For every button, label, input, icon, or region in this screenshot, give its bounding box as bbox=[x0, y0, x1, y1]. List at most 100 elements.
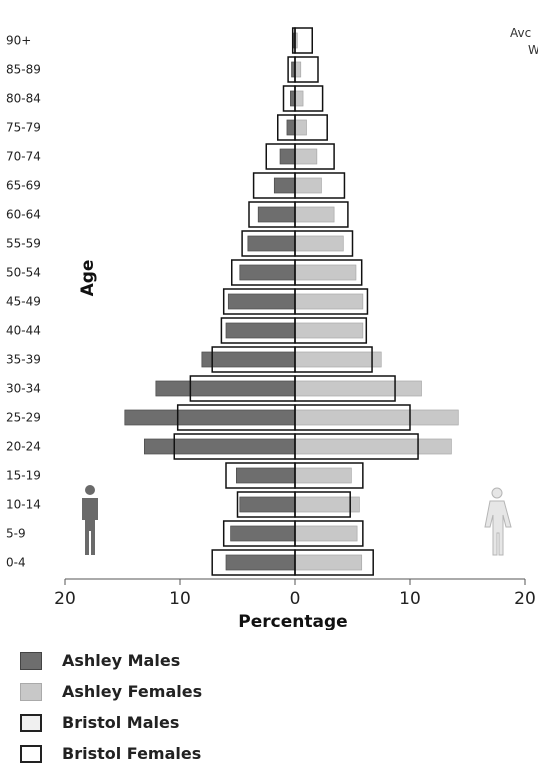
y-tick-label: 80-84 bbox=[6, 92, 41, 106]
legend-swatch-bristol-males bbox=[20, 713, 42, 732]
bar-bristol-females-10-14 bbox=[294, 491, 351, 518]
y-tick-label: 70-74 bbox=[6, 150, 41, 164]
bar-ashley-males-10-14 bbox=[239, 496, 296, 513]
legend-swatch-bristol-females bbox=[20, 744, 42, 763]
y-tick-label: 90+ bbox=[6, 34, 31, 48]
y-tick-label: 85-89 bbox=[6, 63, 41, 77]
bar-bristol-females-45-49 bbox=[294, 288, 369, 315]
bar-ashley-females-70-74 bbox=[294, 148, 318, 165]
bar-bristol-females-60-64 bbox=[294, 201, 349, 228]
bar-ashley-females-0-4 bbox=[294, 554, 363, 571]
legend-label: Ashley Females bbox=[62, 682, 203, 701]
x-tick-label: 20 bbox=[54, 589, 76, 609]
bar-bristol-females-25-29 bbox=[294, 404, 411, 431]
x-tick-label: 0 bbox=[290, 589, 301, 609]
bar-ashley-females-65-69 bbox=[294, 177, 322, 194]
bar-ashley-males-0-4 bbox=[225, 554, 296, 571]
y-tick-label: 50-54 bbox=[6, 266, 41, 280]
bar-bristol-females-50-54 bbox=[294, 259, 363, 286]
bar-bristol-females-75-79 bbox=[294, 114, 328, 141]
bar-bristol-females-20-24 bbox=[294, 433, 419, 460]
bar-bristol-females-65-69 bbox=[294, 172, 346, 199]
bar-ashley-females-40-44 bbox=[294, 322, 364, 339]
y-tick-label: 55-59 bbox=[6, 237, 41, 251]
x-tick-labels: 20 10 0 10 20 bbox=[54, 589, 536, 609]
bar-bristol-females-30-34 bbox=[294, 375, 396, 402]
bar-bristol-females-80-84 bbox=[294, 85, 324, 112]
bar-ashley-males-30-34 bbox=[155, 380, 296, 397]
bar-ashley-females-35-39 bbox=[294, 351, 382, 368]
population-pyramid-chart: 0-4 5-9 10-14 15-19 20-24 25-29 30-34 35-39 40-4… bbox=[6, 26, 538, 630]
bar-ashley-females-80-84 bbox=[294, 90, 304, 107]
legend-item-bristol-males: Bristol Males bbox=[20, 707, 320, 738]
bar-ashley-females-50-54 bbox=[294, 264, 357, 281]
bar-ashley-males-20-24 bbox=[144, 438, 296, 455]
annotation-fragment-1: Avc bbox=[510, 26, 531, 40]
y-tick-label: 15-19 bbox=[6, 469, 41, 483]
x-tick-label: 10 bbox=[399, 589, 421, 609]
legend: Ashley Males Ashley Females Bristol Male… bbox=[20, 645, 320, 769]
bar-ashley-males-70-74 bbox=[279, 148, 296, 165]
bar-ashley-males-40-44 bbox=[225, 322, 296, 339]
bar-bristol-females-70-74 bbox=[294, 143, 335, 170]
bar-bristol-females-35-39 bbox=[294, 346, 373, 373]
legend-swatch-ashley-females bbox=[20, 682, 42, 701]
bar-ashley-females-5-9 bbox=[294, 525, 358, 542]
bar-ashley-males-50-54 bbox=[239, 264, 296, 281]
bar-ashley-males-15-19 bbox=[236, 467, 296, 484]
icons-layer bbox=[82, 485, 512, 556]
legend-item-ashley-females: Ashley Females bbox=[20, 676, 320, 707]
bar-bristol-females-15-19 bbox=[294, 462, 364, 489]
legend-swatch-ashley-males bbox=[20, 651, 42, 670]
y-tick-label: 40-44 bbox=[6, 324, 41, 338]
y-tick-label: 5-9 bbox=[6, 527, 26, 541]
y-tick-label: 10-14 bbox=[6, 498, 41, 512]
bar-ashley-males-55-59 bbox=[247, 235, 296, 252]
legend-item-bristol-females: Bristol Females bbox=[20, 738, 320, 769]
bar-ashley-females-30-34 bbox=[294, 380, 422, 397]
bar-bristol-females-55-59 bbox=[294, 230, 354, 257]
bar-ashley-males-65-69 bbox=[273, 177, 296, 194]
y-tick-label: 35-39 bbox=[6, 353, 41, 367]
legend-label: Bristol Females bbox=[62, 744, 202, 763]
bar-ashley-females-55-59 bbox=[294, 235, 344, 252]
bar-bristol-females-5-9 bbox=[294, 520, 364, 547]
annotation-fragment-2: W bbox=[528, 43, 538, 57]
x-tick-label: 20 bbox=[514, 589, 536, 609]
male-figure-icon bbox=[82, 485, 98, 555]
y-tick-label: 30-34 bbox=[6, 382, 41, 396]
bar-bristol-females-90+ bbox=[294, 27, 313, 54]
legend-label: Ashley Males bbox=[62, 651, 181, 670]
legend-item-ashley-males: Ashley Males bbox=[20, 645, 320, 676]
bar-ashley-females-20-24 bbox=[294, 438, 452, 455]
x-axis-title: Percentage bbox=[238, 612, 347, 630]
y-tick-label: 20-24 bbox=[6, 440, 41, 454]
bar-bristol-females-0-4 bbox=[294, 549, 374, 576]
y-axis-title: Age bbox=[78, 260, 98, 297]
bar-ashley-females-45-49 bbox=[294, 293, 364, 310]
grid-layer bbox=[64, 578, 526, 585]
y-tick-labels: 0-4 5-9 10-14 15-19 20-24 25-29 30-34 35-39 40-4… bbox=[6, 34, 41, 570]
y-tick-label: 65-69 bbox=[6, 179, 41, 193]
female-figure-icon bbox=[484, 487, 512, 556]
bar-ashley-males-35-39 bbox=[201, 351, 296, 368]
bars-layer bbox=[124, 27, 459, 576]
bar-ashley-males-60-64 bbox=[257, 206, 296, 223]
bar-ashley-males-5-9 bbox=[230, 525, 296, 542]
y-tick-label: 60-64 bbox=[6, 208, 41, 222]
y-tick-label: 25-29 bbox=[6, 411, 41, 425]
bar-ashley-females-25-29 bbox=[294, 409, 459, 426]
x-tick-label: 10 bbox=[169, 589, 191, 609]
bar-ashley-males-45-49 bbox=[227, 293, 296, 310]
legend-label: Bristol Males bbox=[62, 713, 180, 732]
bar-ashley-females-85-89 bbox=[294, 61, 302, 78]
y-tick-label: 0-4 bbox=[6, 556, 26, 570]
bar-ashley-females-15-19 bbox=[294, 467, 352, 484]
bar-ashley-females-60-64 bbox=[294, 206, 335, 223]
y-tick-label: 75-79 bbox=[6, 121, 41, 135]
bar-bristol-females-40-44 bbox=[294, 317, 368, 344]
bar-bristol-females-85-89 bbox=[294, 56, 319, 83]
bar-ashley-males-75-79 bbox=[286, 119, 296, 136]
bar-ashley-males-25-29 bbox=[124, 409, 296, 426]
bar-ashley-females-75-79 bbox=[294, 119, 307, 136]
